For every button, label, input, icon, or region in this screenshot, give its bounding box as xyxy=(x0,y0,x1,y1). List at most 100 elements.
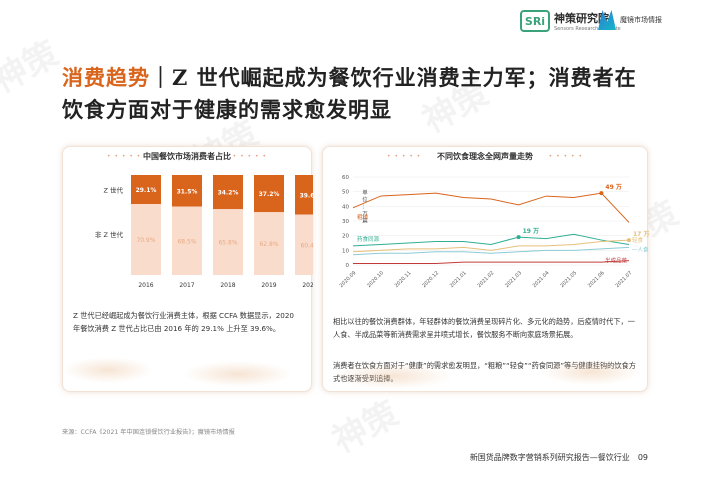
bar-label-non-z-gen: 68.5% xyxy=(177,238,196,245)
y-unit-char: ： xyxy=(362,205,368,211)
cloud-decoration xyxy=(541,359,641,385)
bar-z-gen xyxy=(172,175,202,207)
y-tick-label: 40 xyxy=(342,204,349,210)
bar-label-z-gen: 37.2% xyxy=(259,191,280,198)
title-line2: 饮食方面对于健康的需求愈发明显 xyxy=(62,97,392,122)
bar-label-non-z-gen: 65.8% xyxy=(218,240,237,247)
sr-logo: SRi 神策研究院 Sensors Research Institute xyxy=(520,10,621,32)
footer: 新国货品牌数字营销系列研究报告—餐饮行业 09 xyxy=(470,452,648,463)
bar-chart: Z 世代非 Z 世代 29.1% 70.9% 2016 31.5% 68.5% 2017 34… xyxy=(95,175,313,289)
dots-decoration: • • • • • xyxy=(232,153,267,160)
y-tick-label: 10 xyxy=(342,248,349,254)
x-tick-label: 2021.01 xyxy=(449,270,468,289)
watermark: 神策 xyxy=(326,393,406,462)
bar-chart-title: 中国餐饮市场消费者占比 xyxy=(143,152,231,161)
series-label: 一人食 xyxy=(632,245,649,253)
bar-label-z-gen: 39.6% xyxy=(300,192,313,199)
y-unit-char: 万 xyxy=(362,211,368,218)
bar-label-non-z-gen: 70.9% xyxy=(136,237,155,244)
annotation-point xyxy=(627,238,631,243)
title-separator: ｜ xyxy=(150,65,172,90)
series-line xyxy=(352,239,630,253)
cloud-decoration xyxy=(333,363,453,389)
left-card-text: Z 世代已经崛起成为餐饮行业消费主体，根据 CCFA 数据显示，2020 年餐饮… xyxy=(73,311,294,333)
bar-non-z-gen xyxy=(213,209,243,275)
bar-label-z-gen: 29.1% xyxy=(136,187,157,194)
x-tick-label: 2020 xyxy=(302,282,313,289)
y-tick-label: 30 xyxy=(342,219,349,225)
page-title: 消费趋势｜Z 世代崛起成为餐饮行业消费主力军；消费者在 饮食方面对于健康的需求愈… xyxy=(62,62,662,126)
annotation-point xyxy=(599,191,604,196)
x-tick-label: 2021.02 xyxy=(477,270,496,289)
bar-label-z-gen: 31.5% xyxy=(177,188,198,195)
title-highlight: 消费趋势 xyxy=(62,65,150,90)
y-unit-char: 位 xyxy=(362,196,368,204)
bar-z-gen xyxy=(295,175,313,215)
x-tick-label: 2019 xyxy=(261,282,276,289)
y-unit-char: 篇 xyxy=(362,217,368,225)
sr-logo-en: Sensors Research Institute xyxy=(554,26,621,32)
dots-decoration: • • • • • xyxy=(107,153,142,160)
series-line xyxy=(352,246,630,256)
watermark: 神策 xyxy=(0,33,66,102)
sr-logo-cn: 神策研究院 xyxy=(554,12,609,25)
bar-z-gen xyxy=(254,175,284,213)
right-card-text-2: 消费者在饮食方面对于“健康”的需求愈发明显，“粗粮”“轻食”“药食同源”等与健康… xyxy=(333,361,636,383)
footer-report-title: 新国货品牌数字营销系列研究报告—餐饮行业 xyxy=(469,453,630,462)
bar-non-z-gen xyxy=(254,212,284,275)
series-label: 半成品菜 xyxy=(605,257,628,265)
annotation-label: 49 万 xyxy=(605,184,621,191)
x-tick-label: 2020.09 xyxy=(339,270,358,289)
x-tick-label: 2020.10 xyxy=(366,270,385,289)
x-tick-label: 2018 xyxy=(220,282,235,289)
bar-non-z-gen xyxy=(172,206,202,275)
x-tick-label: 2021.06 xyxy=(587,270,606,289)
mj-logo-cn: 魔镜市场情报 xyxy=(620,16,662,24)
annotation-point xyxy=(516,235,521,240)
x-tick-label: 2021.05 xyxy=(559,270,578,289)
line-chart-title: 不同饮食理念全网声量走势 xyxy=(437,152,533,161)
bar-label-non-z-gen: 60.4% xyxy=(300,242,313,249)
bar-z-gen xyxy=(131,175,161,205)
right-card-text-1: 相比以往的餐饮消费群体，年轻群体的餐饮消费呈现碎片化、多元化的趋势，后疫情时代下… xyxy=(333,317,635,339)
title-line1: Z 世代崛起成为餐饮行业消费主力军；消费者在 xyxy=(172,65,637,90)
x-tick-label: 2017 xyxy=(179,282,194,289)
legend-z-gen: Z 世代 xyxy=(103,186,123,195)
bar-label-z-gen: 34.2% xyxy=(218,190,239,197)
bar-z-gen xyxy=(213,175,243,210)
x-tick-label: 2020.12 xyxy=(421,270,440,289)
annotation-label: 17 万 xyxy=(633,231,649,238)
right-card: • • • • • 不同饮食理念全网声量走势 • • • • • 0 10 20 30… xyxy=(322,146,649,392)
page-number: 09 xyxy=(637,453,648,462)
bar-non-z-gen xyxy=(131,204,161,275)
x-tick-label: 2021.07 xyxy=(615,270,634,289)
source-note: 来源：CCFA《2021 年中国连锁餐饮行业报告》；魔镜市场情报 xyxy=(62,429,235,436)
left-card: • • • • • 中国餐饮市场消费者占比 • • • • • Z 世代非 Z … xyxy=(62,146,313,392)
mj-logo: 魔镜市场情报 xyxy=(598,10,662,30)
cloud-decoration xyxy=(183,361,293,387)
cloud-decoration xyxy=(63,357,153,383)
legend-non-z-gen: 非 Z 世代 xyxy=(95,230,124,239)
x-tick-label: 2016 xyxy=(138,282,153,289)
series-line xyxy=(352,233,630,247)
series-label: 药食同源 xyxy=(357,235,380,243)
annotation-label: 19 万 xyxy=(523,228,539,235)
y-tick-label: 50 xyxy=(342,190,349,196)
bar-non-z-gen xyxy=(295,214,313,275)
mj-logo-icon xyxy=(598,10,616,30)
y-tick-label: 0 xyxy=(346,263,350,269)
x-tick-label: 2021.03 xyxy=(504,270,523,289)
y-tick-label: 60 xyxy=(342,175,349,181)
y-unit-char: 单 xyxy=(362,189,368,197)
dots-decoration: • • • • • xyxy=(387,153,422,160)
x-tick-label: 2021.04 xyxy=(532,270,551,289)
series-label: 轻食 xyxy=(632,236,644,244)
sr-logo-mark: SRi xyxy=(520,10,550,32)
bar-label-non-z-gen: 62.8% xyxy=(259,241,278,248)
line-chart: 0 10 20 30 40 50 60 单位：万篇 2020.09 2020.10 2020.11 2… xyxy=(339,175,649,289)
dots-decoration: • • • • • xyxy=(548,153,583,160)
series-label: 粗粮 xyxy=(357,213,369,221)
y-tick-label: 20 xyxy=(342,234,349,240)
x-tick-label: 2020.11 xyxy=(394,270,413,289)
series-line xyxy=(352,192,630,223)
